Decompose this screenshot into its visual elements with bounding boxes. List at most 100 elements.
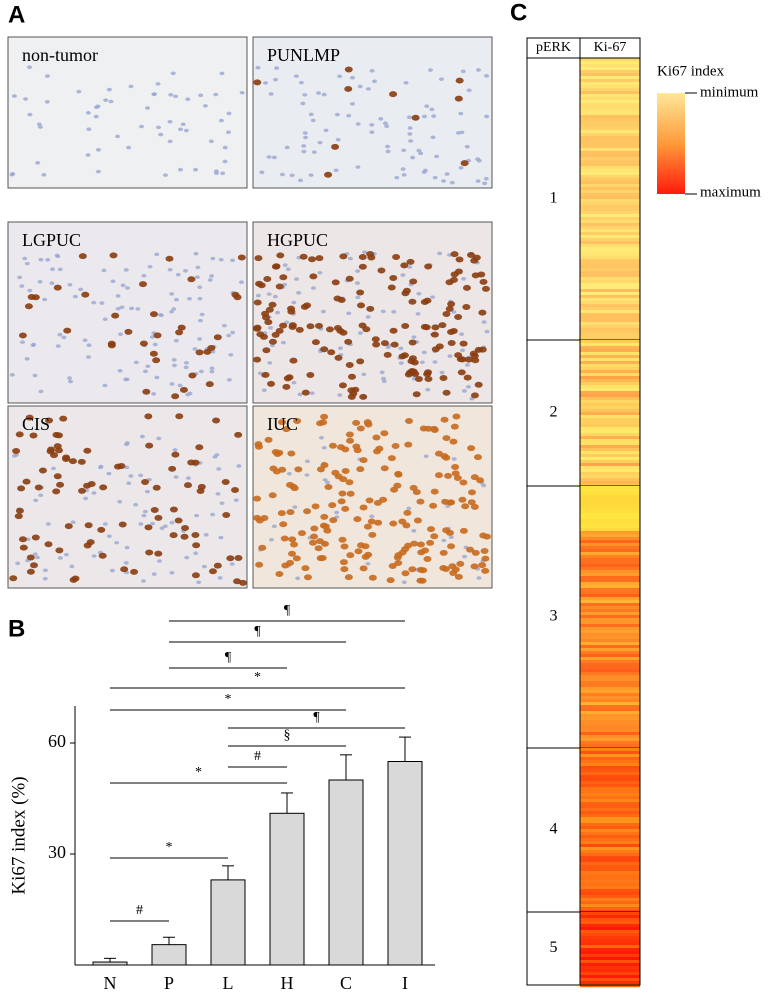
nucleus [169,570,175,575]
nucleus [177,167,183,172]
nucleus [339,253,348,260]
heat-stripe [580,723,640,727]
nucleus [308,256,317,263]
heat-stripe [580,748,640,752]
nucleus [408,298,417,305]
nucleus [391,309,397,314]
nucleus [356,289,365,296]
heat-stripe [580,325,640,329]
nucleus [398,353,407,360]
heat-stripe [580,609,640,613]
nucleus [441,538,447,543]
nucleus [285,267,291,272]
x-tick-label: N [104,973,117,992]
heat-stripe [580,274,640,278]
nucleus [22,478,31,485]
heat-stripe [580,564,640,568]
heat-stripe [580,115,640,119]
nucleus [459,332,465,336]
nucleus [381,376,387,381]
nucleus [424,369,433,376]
heat-stripe [580,253,640,257]
nucleus [306,323,315,330]
nucleus [474,381,483,388]
panel-label: A [8,1,25,28]
nucleus [27,112,33,117]
nucleus [130,568,139,575]
nucleus [408,139,414,143]
nucleus [91,554,97,558]
nucleus [193,251,199,256]
nucleus [410,359,419,366]
nucleus [347,373,356,380]
nucleus [347,256,353,261]
heat-stripe [580,247,640,251]
nucleus [272,263,281,270]
nucleus [267,361,273,365]
nucleus [187,276,196,283]
heat-stripe [580,142,640,146]
nucleus [167,119,173,124]
nucleus [398,361,404,365]
nucleus [26,568,35,575]
nucleus [202,104,208,108]
nucleus [253,495,262,502]
heat-stripe [580,720,640,724]
heat-stripe [580,475,640,479]
nucleus [288,550,297,557]
nucleus [12,448,21,455]
nucleus [230,258,236,263]
nucleus [157,313,163,317]
nucleus [49,267,55,271]
heat-stripe [580,912,640,916]
nucleus [467,499,476,506]
nucleus [309,533,318,540]
nucleus [77,458,86,465]
nucleus [470,352,479,359]
heat-stripe [580,433,640,437]
nucleus [425,387,431,392]
nucleus [268,537,274,542]
nucleus [55,344,61,348]
micrograph-label: non-tumor [22,45,98,65]
nucleus [459,527,468,534]
nucleus [17,275,23,280]
nucleus [279,274,288,281]
nucleus [292,555,301,562]
nucleus [389,327,398,334]
nucleus [473,454,482,461]
nucleus [145,549,154,556]
nucleus [385,149,391,154]
nucleus [118,332,124,337]
heat-stripe [580,280,640,284]
nucleus [478,346,487,353]
nucleus [344,66,353,73]
nucleus [302,131,308,135]
nucleus [295,576,301,581]
significance-symbol: ¶ [313,710,320,725]
heat-stripe [580,978,640,982]
nucleus [300,101,306,106]
heat-stripe [580,669,640,673]
nucleus [35,161,41,165]
nucleus [187,459,196,466]
nucleus [408,339,417,346]
nucleus [361,372,367,377]
heat-stripe [580,208,640,212]
nucleus [151,572,157,576]
nucleus [372,434,381,441]
nucleus [268,492,277,499]
nucleus [459,340,468,347]
nucleus [367,518,376,525]
heat-stripe [580,175,640,179]
nucleus [273,77,279,82]
nucleus [409,278,418,285]
bar [328,779,364,966]
nucleus [402,522,411,529]
heat-stripe [580,621,640,625]
heat-stripe [580,498,640,502]
nucleus [264,319,273,326]
group-label: 5 [550,939,558,956]
heat-stripe [580,445,640,449]
nucleus [158,132,164,137]
